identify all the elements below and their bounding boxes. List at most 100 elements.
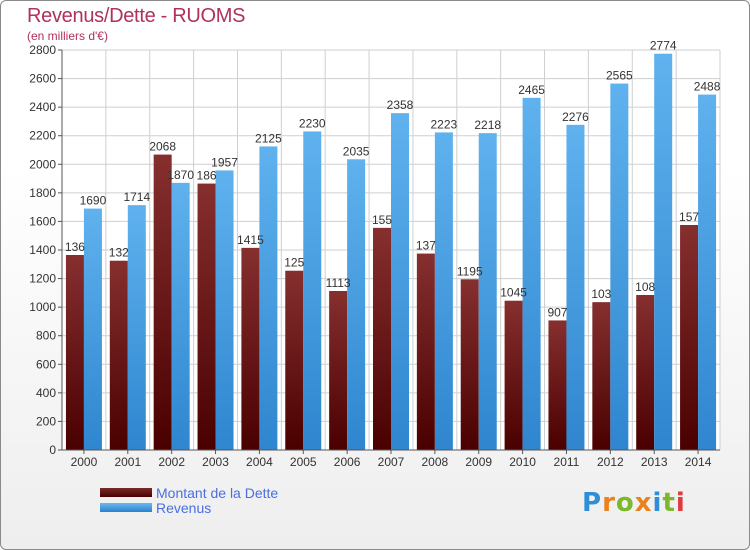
- data-label-dette: 108: [635, 280, 655, 294]
- data-label-revenus: 2125: [255, 131, 282, 145]
- data-label-dette: 155: [372, 213, 392, 227]
- legend-label-revenus: Revenus: [156, 500, 212, 516]
- data-label-revenus: 2230: [299, 116, 326, 130]
- x-tick-label: 2009: [465, 455, 492, 469]
- data-label-dette: 186: [197, 169, 217, 183]
- data-label-revenus: 2223: [431, 117, 458, 131]
- bar-revenus: [259, 146, 278, 450]
- data-label-revenus: 2488: [694, 80, 721, 94]
- bar-dette: [416, 253, 435, 450]
- data-label-dette: 157: [679, 210, 699, 224]
- bar-revenus: [303, 131, 322, 450]
- bar-dette: [504, 300, 523, 450]
- data-label-dette: 136: [65, 240, 85, 254]
- x-tick-label: 2000: [71, 455, 98, 469]
- data-label-revenus: 2218: [474, 118, 501, 132]
- y-tick-label: 2000: [29, 157, 56, 171]
- bar-dette: [373, 227, 391, 450]
- data-label-revenus: 2565: [606, 69, 633, 83]
- data-label-revenus: 2465: [518, 83, 545, 97]
- y-tick-label: 2600: [29, 72, 56, 86]
- bar-dette: [153, 154, 172, 451]
- bar-dette: [109, 260, 128, 450]
- labels-layer: 0 200 400 600 800 1000 1200 1400 1600 1800 2000 220…: [29, 39, 720, 469]
- proxiti-logo: Proxiti: [582, 488, 686, 518]
- bar-dette: [241, 247, 260, 450]
- data-label-revenus: 2774: [650, 39, 677, 53]
- bar-dette: [548, 320, 567, 450]
- y-tick-label: 0: [49, 443, 56, 457]
- y-tick-label: 800: [36, 329, 56, 343]
- y-tick-label: 2200: [29, 129, 56, 143]
- bar-revenus: [391, 113, 409, 451]
- data-label-revenus: 2035: [343, 144, 370, 158]
- chart-title: Revenus/Dette - RUOMS: [27, 5, 246, 27]
- x-tick-label: 2007: [378, 455, 405, 469]
- logo-letter: o: [615, 488, 635, 518]
- y-tick-label: 2800: [29, 43, 56, 57]
- x-tick-label: 2012: [597, 455, 624, 469]
- legend-label-dette: Montant de la Dette: [156, 485, 279, 501]
- data-label-dette: 1045: [500, 286, 527, 300]
- bar-revenus: [478, 133, 497, 450]
- x-tick-label: 2013: [641, 455, 668, 469]
- bar-dette: [636, 295, 655, 450]
- logo-letter: t: [662, 488, 676, 518]
- bar-revenus: [215, 170, 234, 450]
- y-tick-label: 2400: [29, 100, 56, 114]
- y-tick-label: 1800: [29, 186, 56, 200]
- logo-letter: P: [582, 488, 603, 518]
- bar-revenus: [610, 83, 629, 451]
- legend-swatch-revenus: [100, 503, 152, 512]
- bar-dette: [460, 279, 479, 450]
- bar-dette: [592, 302, 611, 450]
- x-tick-label: 2011: [554, 455, 580, 469]
- y-tick-label: 1200: [29, 272, 56, 286]
- y-tick-label: 200: [36, 414, 56, 428]
- x-tick-label: 2005: [290, 455, 317, 469]
- x-tick-label: 2004: [246, 455, 273, 469]
- data-label-dette: 1195: [457, 264, 483, 278]
- x-tick-label: 2010: [509, 455, 536, 469]
- logo-letter: i: [652, 488, 663, 518]
- data-label-dette: 103: [591, 287, 611, 301]
- bar-revenus: [522, 97, 541, 450]
- bar-dette: [680, 225, 699, 450]
- bars-layer: [65, 53, 717, 451]
- logo-letter: r: [602, 488, 616, 518]
- bar-revenus: [83, 208, 102, 450]
- data-label-revenus: 2358: [387, 98, 414, 112]
- data-label-dette: 132: [109, 246, 129, 260]
- bar-dette: [285, 270, 304, 450]
- y-tick-label: 1000: [29, 300, 56, 314]
- data-label-revenus: 1690: [80, 194, 107, 208]
- legend-swatch-dette: [100, 488, 152, 497]
- bar-revenus: [171, 182, 190, 450]
- data-label-dette: 907: [547, 305, 567, 319]
- bar-dette: [329, 291, 348, 450]
- data-label-dette: 2068: [149, 140, 176, 154]
- data-label-revenus: 2276: [562, 110, 589, 124]
- data-label-revenus: 1870: [167, 168, 194, 182]
- data-label-dette: 137: [416, 239, 436, 253]
- data-label-dette: 125: [284, 256, 304, 270]
- data-label-dette: 1113: [326, 276, 351, 290]
- x-tick-label: 2014: [685, 455, 712, 469]
- bar-revenus: [566, 124, 585, 450]
- bar-revenus: [347, 159, 366, 451]
- bar-revenus: [434, 132, 453, 450]
- data-label-revenus: 1714: [123, 190, 150, 204]
- x-tick-label: 2008: [422, 455, 449, 469]
- bar-dette: [65, 255, 84, 450]
- chart-subtitle: (en milliers d'€): [27, 29, 108, 43]
- logo-letter: i: [675, 488, 686, 518]
- y-tick-label: 400: [36, 386, 56, 400]
- y-tick-label: 600: [36, 357, 56, 371]
- bar-revenus: [698, 94, 717, 451]
- data-label-dette: 1415: [237, 233, 264, 247]
- bar-dette: [197, 183, 216, 451]
- axis-layer: [58, 49, 720, 454]
- y-tick-label: 1400: [29, 243, 56, 257]
- logo-letter: x: [634, 488, 653, 518]
